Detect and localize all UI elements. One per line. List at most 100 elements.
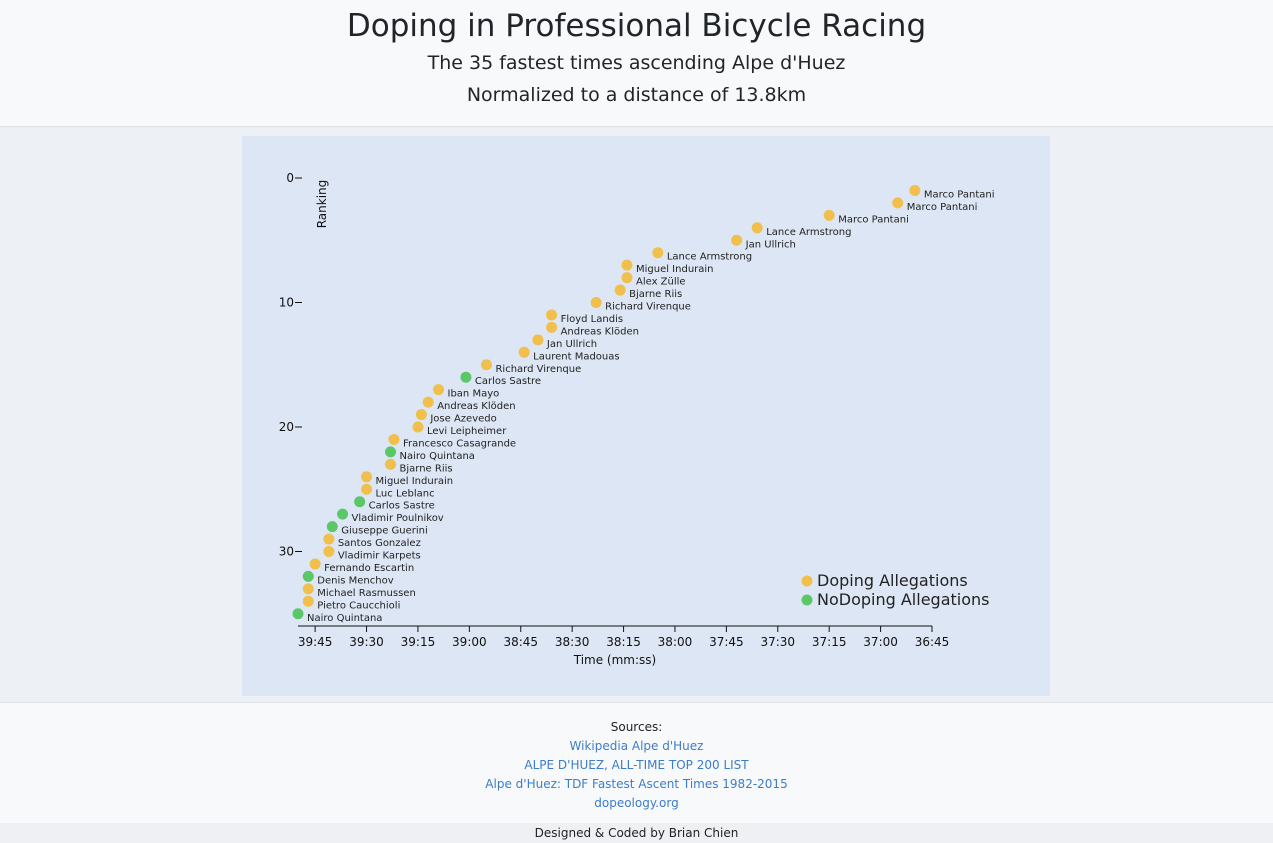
legend-swatch-doping (801, 575, 813, 587)
y-tick-label: 0 (286, 171, 294, 185)
data-point-doping (361, 483, 373, 495)
subtitle-fastest-times: The 35 fastest times ascending Alpe d'Hu… (427, 52, 846, 74)
data-point-doping (621, 272, 633, 284)
sources-section: Sources: Wikipedia Alpe d'Huez ALPE D'HU… (0, 718, 1273, 813)
source-link-tdf-fastest[interactable]: Alpe d'Huez: TDF Fastest Ascent Times 19… (485, 777, 788, 791)
rider-name-label: Nairo Quintana (400, 451, 475, 462)
rider-name-label: Lance Armstrong (667, 252, 752, 263)
x-axis-title: Time (mm:ss) (573, 653, 656, 667)
x-tick-label: 39:00 (452, 635, 487, 649)
data-point-doping (731, 234, 743, 246)
data-point-doping (361, 471, 373, 483)
data-point-no-doping (326, 521, 338, 533)
data-point-doping (302, 595, 314, 607)
data-point-doping (412, 421, 424, 433)
page-title: Doping in Professional Bicycle Racing (346, 8, 927, 44)
data-point-doping (532, 334, 544, 346)
rider-name-label: Vladimir Poulnikov (352, 513, 444, 524)
chart-panel: 39:45 39:30 39:15 39:00 38:45 38:30 38:15 38:00… (242, 136, 1050, 696)
rider-name-label: Andreas Klöden (437, 401, 515, 412)
rider-name-label: Carlos Sastre (475, 376, 541, 387)
legend-label-no-doping: NoDoping Allegations (817, 590, 989, 609)
legend-swatch-no-doping (801, 594, 813, 606)
data-point-doping (892, 197, 904, 209)
x-tick-label: 38:45 (503, 635, 538, 649)
source-link-dopeology[interactable]: dopeology.org (594, 796, 679, 810)
rider-name-label: Bjarne Riis (400, 463, 453, 474)
rider-name-label: Vladimir Karpets (338, 551, 421, 562)
rider-name-label: Andreas Klöden (561, 326, 639, 337)
rider-name-label: Alex Zülle (636, 277, 686, 288)
scatter-chart: 39:45 39:30 39:15 39:00 38:45 38:30 38:15 38:00… (279, 171, 995, 667)
sources-title: Sources: (610, 720, 663, 734)
rider-name-label: Bjarne Riis (629, 289, 682, 300)
data-point-doping (614, 284, 626, 296)
subtitle-normalized-distance: Normalized to a distance of 13.8km (466, 84, 807, 106)
rider-name-label: Marco Pantani (924, 189, 995, 200)
data-point-doping (388, 433, 400, 445)
data-point-doping (546, 321, 558, 333)
y-tick-label: 30 (279, 545, 294, 559)
source-link-top-200[interactable]: ALPE D'HUEZ, ALL-TIME TOP 200 LIST (524, 758, 749, 772)
data-point-doping (909, 184, 921, 196)
rider-name-label: Pietro Caucchioli (317, 600, 400, 611)
data-point-doping (433, 384, 445, 396)
rider-name-label: Iban Mayo (448, 389, 500, 400)
data-point-no-doping (302, 570, 314, 582)
data-point-doping (385, 458, 397, 470)
data-point-doping (415, 409, 427, 421)
data-point-no-doping (292, 608, 304, 620)
data-point-doping (518, 346, 530, 358)
data-point-doping (323, 533, 335, 545)
legend-label-doping: Doping Allegations (817, 571, 968, 590)
x-tick-label: 38:00 (658, 635, 693, 649)
data-point-doping (302, 583, 314, 595)
x-tick-label: 37:30 (760, 635, 795, 649)
x-tick-label: 39:45 (298, 635, 333, 649)
data-point-doping (823, 209, 835, 221)
data-point-doping (590, 297, 602, 308)
x-tick-label: 37:45 (709, 635, 744, 649)
source-link-wikipedia[interactable]: Wikipedia Alpe d'Huez (569, 739, 704, 753)
rider-name-label: Floyd Landis (561, 314, 623, 325)
rider-name-label: Richard Virenque (495, 364, 581, 375)
x-tick-label: 37:15 (812, 635, 847, 649)
data-point-doping (309, 558, 321, 570)
data-point-doping (323, 546, 335, 557)
y-tick-label: 20 (279, 420, 294, 434)
rider-name-label: Jan Ullrich (546, 339, 597, 350)
rider-name-label: Jan Ullrich (745, 239, 796, 250)
data-point-no-doping (460, 371, 472, 383)
rider-name-label: Marco Pantani (907, 202, 978, 213)
rider-name-label: Francesco Casagrande (403, 438, 516, 449)
rider-name-label: Michael Rasmussen (317, 588, 416, 599)
x-tick-label: 37:00 (863, 635, 898, 649)
x-tick-label: 38:15 (606, 635, 641, 649)
rider-name-label: Miguel Indurain (636, 264, 714, 275)
rider-name-label: Fernando Escartin (324, 563, 414, 574)
data-point-doping (422, 396, 434, 408)
footer-credit: Designed & Coded by Brian Chien (0, 823, 1273, 843)
rider-name-label: Luc Leblanc (376, 488, 435, 499)
rider-name-label: Nairo Quintana (307, 613, 382, 624)
data-point-doping (546, 309, 558, 321)
y-axis-title: Ranking (315, 180, 329, 229)
data-point-no-doping (385, 446, 397, 458)
rider-name-label: Miguel Indurain (376, 476, 454, 487)
page-header: Doping in Professional Bicycle Racing Th… (0, 0, 1273, 127)
rider-name-label: Richard Virenque (605, 302, 691, 313)
y-tick-label: 10 (279, 296, 294, 310)
x-tick-label: 39:15 (401, 635, 436, 649)
x-tick-label: 38:30 (555, 635, 590, 649)
data-point-doping (751, 222, 763, 234)
rider-name-label: Giuseppe Guerini (341, 526, 428, 537)
rider-name-label: Carlos Sastre (369, 501, 435, 512)
x-tick-label: 39:30 (349, 635, 384, 649)
rider-name-label: Jose Azevedo (429, 414, 496, 425)
data-point-no-doping (354, 496, 366, 508)
rider-name-label: Lance Armstrong (766, 227, 851, 238)
data-point-doping (480, 359, 492, 371)
rider-name-label: Levi Leipheimer (427, 426, 507, 437)
rider-name-label: Laurent Madouas (533, 351, 619, 362)
x-tick-label: 36:45 (915, 635, 950, 649)
